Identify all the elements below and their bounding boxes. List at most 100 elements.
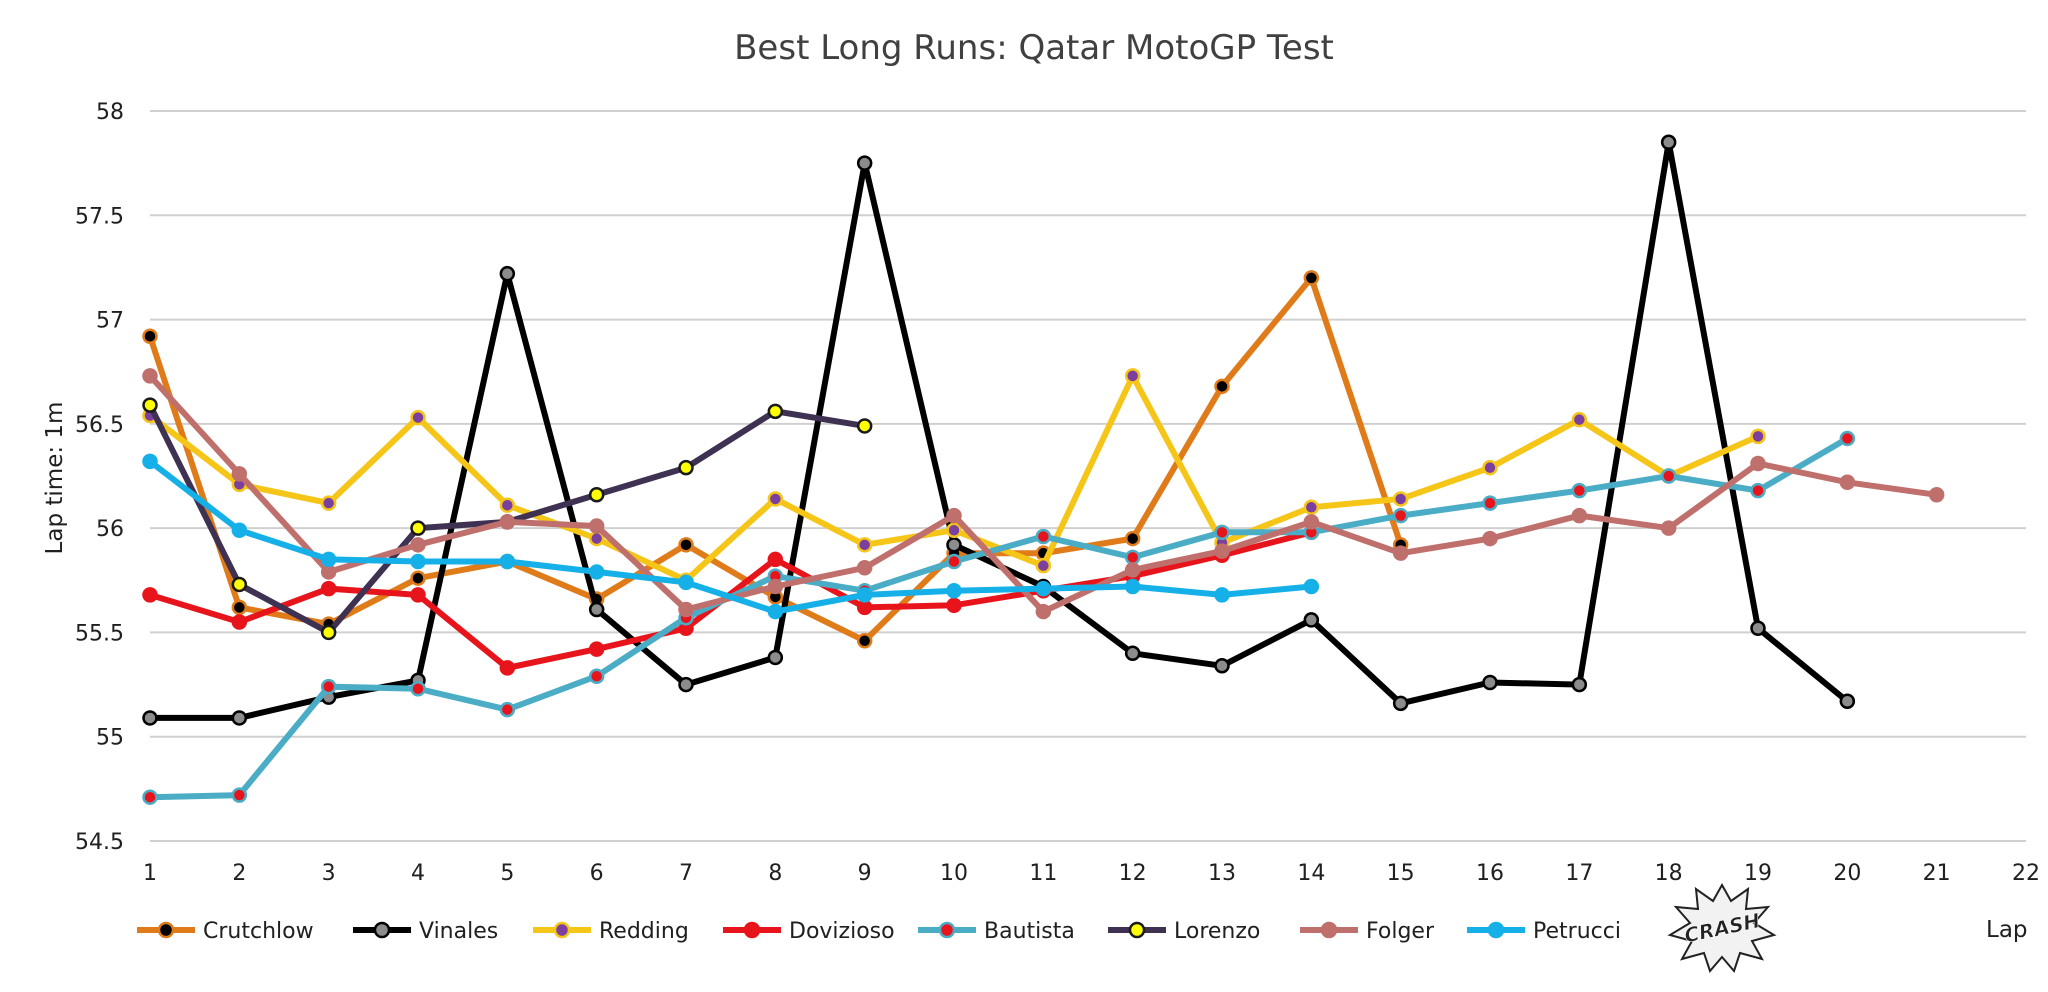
- data-point-vinales: [946, 537, 962, 553]
- data-point-lorenzo: [856, 418, 873, 434]
- legend-label: Lorenzo: [1174, 919, 1260, 944]
- data-point-lorenzo: [142, 397, 158, 413]
- y-tick-label: 57.5: [75, 204, 124, 229]
- data-point-bautista: [1839, 430, 1856, 447]
- legend-swatch-marker: [938, 921, 956, 939]
- data-point-redding: [767, 491, 784, 507]
- x-tick-label: 22: [2012, 861, 2040, 886]
- data-point-redding: [1482, 459, 1498, 476]
- legend-label: Folger: [1366, 919, 1435, 944]
- legend-item-bautista: Bautista: [918, 919, 1075, 944]
- legend-item-dovizioso: Dovizioso: [723, 919, 895, 944]
- data-point-dovizioso: [231, 614, 248, 630]
- data-point-folger: [1750, 455, 1766, 472]
- data-point-folger: [142, 368, 158, 384]
- data-point-lorenzo: [678, 459, 694, 476]
- x-tick-label: 18: [1655, 861, 1683, 886]
- data-point-folger: [1571, 507, 1588, 524]
- data-point-bautista: [142, 789, 158, 805]
- data-point-petrucci: [1035, 580, 1052, 597]
- data-point-petrucci: [1124, 578, 1141, 595]
- y-tick-label: 56: [96, 517, 124, 542]
- data-point-folger: [1124, 562, 1141, 578]
- data-point-lorenzo: [320, 624, 337, 641]
- data-point-folger: [946, 507, 962, 524]
- legend-label: Bautista: [984, 919, 1075, 944]
- data-point-bautista: [1035, 528, 1052, 545]
- data-point-dovizioso: [767, 551, 784, 568]
- legend-label: Redding: [599, 919, 689, 944]
- data-point-crutchlow: [410, 570, 426, 586]
- legend-label: Crutchlow: [203, 919, 314, 944]
- data-point-folger: [1660, 520, 1677, 536]
- data-point-bautista: [1571, 482, 1588, 499]
- series-folger: [142, 368, 1945, 620]
- data-point-dovizioso: [320, 580, 337, 597]
- data-point-dovizioso: [856, 599, 873, 616]
- data-point-vinales: [1571, 676, 1588, 693]
- data-point-bautista: [1660, 468, 1677, 484]
- legend-item-vinales: Vinales: [353, 919, 498, 944]
- data-point-redding: [1035, 557, 1052, 574]
- data-point-folger: [678, 601, 694, 618]
- data-point-bautista: [1750, 482, 1766, 499]
- y-tick-label: 57: [96, 309, 124, 334]
- legend-label: Petrucci: [1533, 919, 1621, 944]
- data-point-vinales: [1392, 695, 1409, 712]
- data-point-folger: [588, 518, 605, 534]
- data-point-vinales: [767, 649, 784, 666]
- data-point-dovizioso: [410, 587, 426, 603]
- data-point-folger: [856, 560, 873, 576]
- x-tick-label: 16: [1476, 861, 1504, 886]
- data-point-petrucci: [588, 564, 605, 580]
- x-tick-label: 1: [143, 861, 157, 886]
- data-point-bautista: [1482, 495, 1498, 511]
- legend-swatch-marker: [1128, 921, 1146, 939]
- legend-swatch-marker: [1320, 921, 1338, 939]
- data-point-bautista: [410, 680, 426, 697]
- data-point-folger: [1214, 543, 1230, 559]
- data-point-vinales: [678, 676, 694, 693]
- data-point-folger: [1303, 514, 1320, 530]
- legend-item-crutchlow: Crutchlow: [137, 919, 314, 944]
- data-point-lorenzo: [767, 403, 784, 420]
- series-line-bautista: [147, 435, 1851, 801]
- data-point-petrucci: [1303, 578, 1320, 595]
- series-petrucci: [142, 453, 1320, 620]
- data-point-folger: [231, 466, 248, 482]
- x-tick-label: 2: [232, 861, 246, 886]
- series-layer: [142, 134, 1945, 805]
- y-tick-label: 58: [96, 100, 124, 125]
- y-tick-label: 54.5: [75, 830, 124, 855]
- data-point-redding: [946, 522, 962, 538]
- data-point-redding: [499, 497, 516, 513]
- series-bautista: [142, 430, 1856, 805]
- legend-label: Dovizioso: [789, 919, 895, 944]
- series-line-petrucci: [147, 458, 1315, 615]
- data-point-bautista: [320, 678, 337, 695]
- x-tick-label: 14: [1297, 861, 1325, 886]
- data-point-vinales: [142, 710, 158, 726]
- data-point-folger: [1392, 545, 1409, 561]
- data-point-petrucci: [678, 574, 694, 591]
- data-point-folger: [320, 564, 337, 580]
- series-redding: [142, 368, 1766, 589]
- data-point-petrucci: [856, 587, 873, 603]
- data-point-vinales: [1660, 134, 1677, 151]
- data-point-bautista: [1214, 524, 1230, 541]
- data-point-vinales: [588, 601, 605, 618]
- data-point-redding: [1124, 368, 1141, 384]
- legend-item-folger: Folger: [1300, 919, 1435, 944]
- data-point-lorenzo: [410, 520, 426, 536]
- data-point-crutchlow: [231, 599, 248, 616]
- legend: Crutchlow Vinales Redding Dovizioso Bautista…: [137, 919, 1621, 944]
- data-point-bautista: [946, 553, 962, 570]
- data-point-dovizioso: [142, 587, 158, 603]
- legend-swatch-marker: [553, 921, 571, 939]
- data-point-folger: [767, 578, 784, 595]
- data-point-petrucci: [499, 553, 516, 570]
- data-point-folger: [1482, 530, 1498, 547]
- legend-swatch-marker: [743, 921, 761, 939]
